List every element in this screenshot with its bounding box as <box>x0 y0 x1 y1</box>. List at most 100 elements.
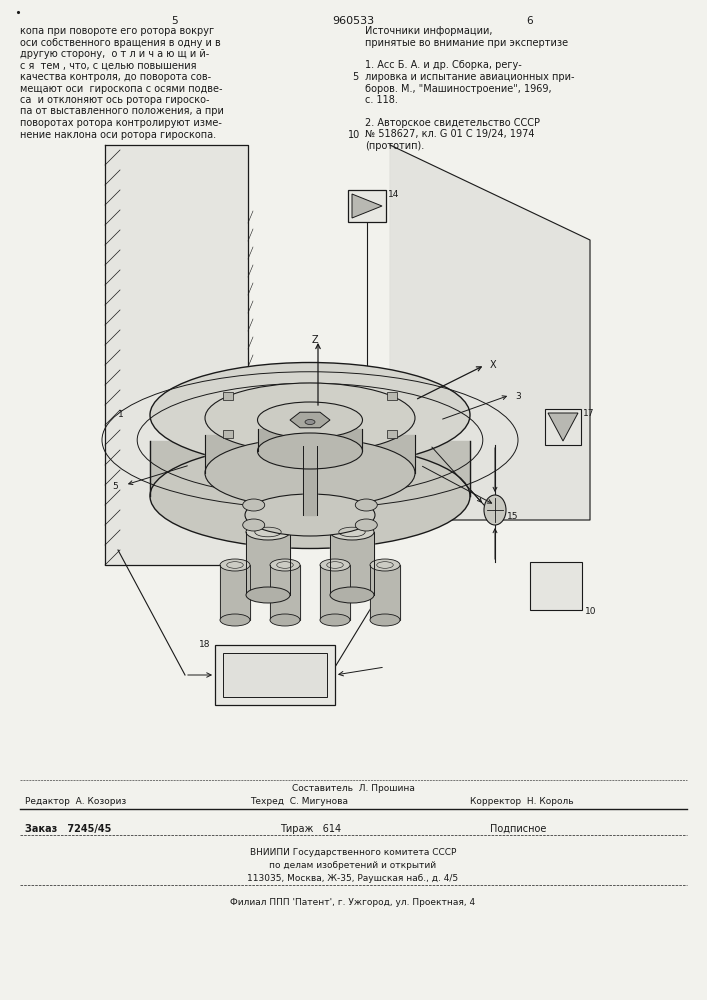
Text: 8: 8 <box>215 455 221 464</box>
Ellipse shape <box>305 420 315 424</box>
Text: № 518627, кл. G 01 C 19/24, 1974: № 518627, кл. G 01 C 19/24, 1974 <box>365 129 534 139</box>
Text: 5: 5 <box>352 72 358 82</box>
Polygon shape <box>330 532 374 595</box>
FancyBboxPatch shape <box>223 653 327 697</box>
Polygon shape <box>548 413 578 441</box>
Polygon shape <box>290 412 330 428</box>
Text: 6: 6 <box>527 16 533 26</box>
Text: 10: 10 <box>585 607 597 616</box>
Text: 10: 10 <box>348 129 361 139</box>
Polygon shape <box>390 145 590 520</box>
Text: 9: 9 <box>292 400 298 409</box>
Ellipse shape <box>320 559 350 571</box>
Text: 8: 8 <box>332 400 338 409</box>
Text: Тираж   614: Тираж 614 <box>280 824 341 834</box>
Text: 7: 7 <box>305 400 311 409</box>
Text: 10: 10 <box>222 575 233 584</box>
FancyBboxPatch shape <box>545 409 581 445</box>
Ellipse shape <box>246 587 290 603</box>
Text: Z: Z <box>312 335 318 345</box>
Text: нение наклона оси ротора гироскопа.: нение наклона оси ротора гироскопа. <box>20 129 216 139</box>
Text: копа при повороте его ротора вокруг: копа при повороте его ротора вокруг <box>20 26 214 36</box>
Text: лировка и испытание авиационных при-: лировка и испытание авиационных при- <box>365 72 575 82</box>
Text: 5: 5 <box>112 482 118 491</box>
Text: па от выставленного положения, а при: па от выставленного положения, а при <box>20 106 224 116</box>
Polygon shape <box>303 446 317 515</box>
Polygon shape <box>258 429 362 451</box>
Text: 13: 13 <box>335 610 346 619</box>
Text: G: G <box>550 576 562 590</box>
Ellipse shape <box>270 559 300 571</box>
Text: оси собственного вращения в одну и в: оси собственного вращения в одну и в <box>20 37 221 47</box>
Text: 12: 12 <box>235 610 246 619</box>
Text: с я  тем , что, с целью повышения: с я тем , что, с целью повышения <box>20 60 197 70</box>
Ellipse shape <box>330 587 374 603</box>
Text: Корректор  Н. Король: Корректор Н. Король <box>470 797 573 806</box>
Text: принятые во внимание при экспертизе: принятые во внимание при экспертизе <box>365 37 568 47</box>
FancyBboxPatch shape <box>387 430 397 438</box>
Text: 113035, Москва, Ж-35, Раушская наб., д. 4/5: 113035, Москва, Ж-35, Раушская наб., д. … <box>247 874 459 883</box>
Polygon shape <box>370 565 400 620</box>
Ellipse shape <box>257 402 363 438</box>
Text: 15: 15 <box>507 512 518 521</box>
Text: Редактор  А. Козориз: Редактор А. Козориз <box>25 797 127 806</box>
Polygon shape <box>246 532 290 595</box>
FancyBboxPatch shape <box>223 430 233 438</box>
Text: са  и отклоняют ось ротора гироско-: са и отклоняют ось ротора гироско- <box>20 95 209 105</box>
Ellipse shape <box>245 494 375 536</box>
Text: (прототип).: (прототип). <box>365 141 424 151</box>
Text: ВНИИПИ Государственного комитета СССР: ВНИИПИ Государственного комитета СССР <box>250 848 456 857</box>
Ellipse shape <box>370 614 400 626</box>
Text: Заказ   7245/45: Заказ 7245/45 <box>25 824 112 834</box>
Text: 17: 17 <box>583 409 595 418</box>
Polygon shape <box>270 565 300 620</box>
Text: 11: 11 <box>410 475 421 484</box>
Polygon shape <box>205 435 415 473</box>
Text: 2: 2 <box>222 562 228 571</box>
Ellipse shape <box>220 614 250 626</box>
Ellipse shape <box>257 433 363 469</box>
Text: 4: 4 <box>498 500 503 509</box>
Text: 18: 18 <box>199 640 211 649</box>
Text: X: X <box>490 360 496 370</box>
Ellipse shape <box>246 524 290 540</box>
Ellipse shape <box>356 519 378 531</box>
Text: 1: 1 <box>118 410 124 419</box>
Polygon shape <box>150 441 470 496</box>
Text: 6: 6 <box>192 422 198 431</box>
Ellipse shape <box>150 444 470 548</box>
Text: с. 118.: с. 118. <box>365 95 398 105</box>
Ellipse shape <box>356 499 378 511</box>
FancyBboxPatch shape <box>215 645 335 705</box>
Text: 960533: 960533 <box>332 16 374 26</box>
FancyBboxPatch shape <box>387 392 397 400</box>
Text: боров. М., "Машиностроение", 1969,: боров. М., "Машиностроение", 1969, <box>365 84 551 94</box>
Polygon shape <box>320 565 350 620</box>
Text: поворотах ротора контролируют изме-: поворотах ротора контролируют изме- <box>20 118 222 128</box>
Ellipse shape <box>243 499 264 511</box>
Text: 14: 14 <box>388 190 399 199</box>
Text: мещают оси  гироскопа с осями подве-: мещают оси гироскопа с осями подве- <box>20 84 223 94</box>
Polygon shape <box>352 194 382 218</box>
Ellipse shape <box>320 614 350 626</box>
FancyBboxPatch shape <box>530 562 582 610</box>
Text: Филиал ППП 'Патент', г. Ужгород, ул. Проектная, 4: Филиал ППП 'Патент', г. Ужгород, ул. Про… <box>230 898 476 907</box>
Text: Подписное: Подписное <box>490 824 547 834</box>
Ellipse shape <box>270 614 300 626</box>
Text: 5: 5 <box>172 16 178 26</box>
Ellipse shape <box>243 519 264 531</box>
Text: 9: 9 <box>320 400 326 409</box>
Text: Техред  С. Мигунова: Техред С. Мигунова <box>250 797 348 806</box>
Text: 3: 3 <box>515 392 521 401</box>
Text: 8: 8 <box>392 455 398 464</box>
Polygon shape <box>220 565 250 620</box>
Ellipse shape <box>205 438 415 508</box>
Text: 3: 3 <box>370 405 375 414</box>
Text: качества контроля, до поворота сов-: качества контроля, до поворота сов- <box>20 72 211 82</box>
Text: Источники информации,: Источники информации, <box>365 26 493 36</box>
Text: 1. Асс Б. А. и др. Сборка, регу-: 1. Асс Б. А. и др. Сборка, регу- <box>365 60 522 70</box>
Ellipse shape <box>330 524 374 540</box>
Ellipse shape <box>205 383 415 453</box>
Ellipse shape <box>484 495 506 525</box>
Text: $Bx\,Y$: $Bx\,Y$ <box>283 681 303 692</box>
